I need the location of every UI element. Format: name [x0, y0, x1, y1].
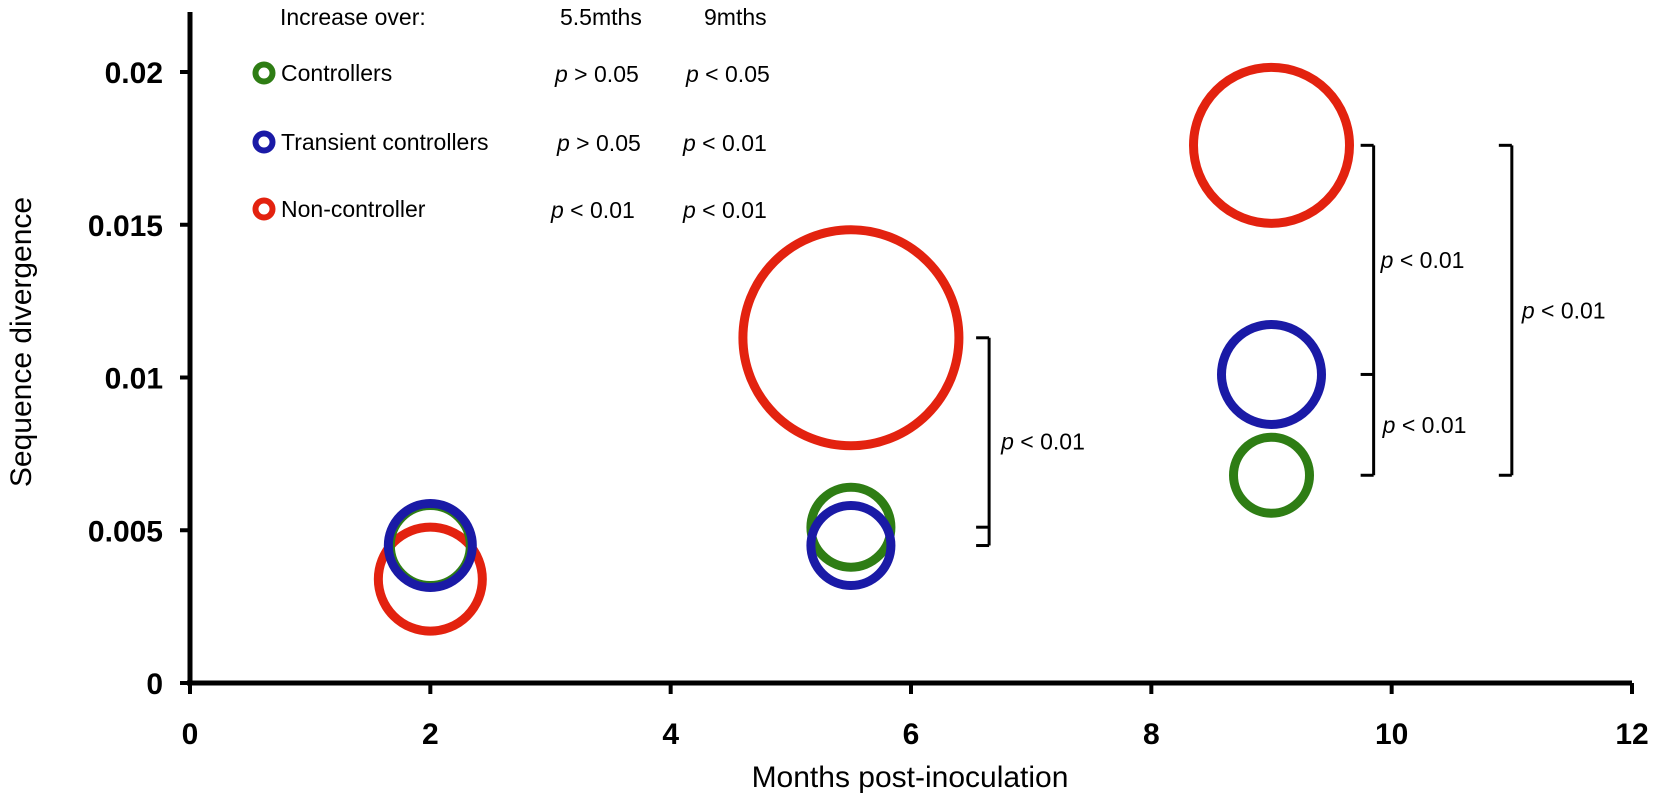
legend: Increase over: 5.5mths 9mths Controllers… — [252, 4, 770, 223]
legend-pvalue-5-5mths: p < 0.01 — [550, 197, 635, 223]
data-point-transient-controllers — [1217, 319, 1326, 429]
y-tick-label: 0.02 — [105, 57, 163, 90]
legend-col-header-5-5mths: 5.5mths — [560, 4, 642, 30]
data-point-non-controller — [738, 225, 964, 451]
legend-label-controllers: Controllers — [281, 60, 392, 86]
significance-label: p < 0.01 — [1380, 247, 1465, 273]
data-point-non-controller — [373, 522, 487, 636]
y-tick-label: 0 — [146, 668, 163, 701]
data-marks — [373, 62, 1354, 636]
legend-marker-non-controller — [252, 197, 276, 221]
legend-pvalue-9mths: p < 0.01 — [682, 130, 767, 156]
legend-pvalue-9mths: p < 0.05 — [685, 61, 770, 87]
y-tick-label: 0.015 — [88, 210, 163, 243]
x-ticks: 0 2 4 6 8 10 12 — [182, 683, 1649, 751]
x-tick-label: 6 — [903, 718, 920, 751]
data-point-transient-controllers — [806, 501, 896, 591]
x-tick-label: 8 — [1143, 718, 1160, 751]
significance-label: p < 0.01 — [1521, 297, 1606, 323]
y-axis-title: Sequence divergence — [5, 197, 38, 487]
data-point-transient-controllers — [383, 499, 477, 593]
x-tick-label: 12 — [1615, 718, 1648, 751]
legend-header: Increase over: — [280, 4, 426, 30]
legend-col-header-9mths: 9mths — [704, 4, 767, 30]
legend-pvalue-9mths: p < 0.01 — [682, 197, 767, 223]
significance-label: p < 0.01 — [1382, 412, 1467, 438]
legend-pvalue-5-5mths: p > 0.05 — [556, 130, 641, 156]
data-point-controllers — [806, 482, 896, 572]
legend-marker-controllers — [252, 61, 276, 85]
data-point-non-controller — [1189, 62, 1354, 228]
legend-label-transient-controllers: Transient controllers — [281, 129, 489, 155]
significance-label: p < 0.01 — [1000, 429, 1085, 455]
significance-brackets: p < 0.01 p < 0.01 p < 0.01 p < 0.01 — [976, 143, 1606, 548]
data-point-controllers — [1229, 432, 1314, 518]
legend-marker-transient-controllers — [252, 130, 276, 154]
y-tick-label: 0.01 — [105, 363, 163, 396]
y-ticks: 0 0.005 0.01 0.015 0.02 — [88, 57, 190, 701]
y-tick-label: 0.005 — [88, 515, 163, 548]
x-tick-label: 2 — [422, 718, 439, 751]
x-tick-label: 0 — [182, 718, 199, 751]
x-tick-label: 4 — [662, 718, 679, 751]
x-axis-title: Months post-inoculation — [752, 761, 1069, 794]
legend-label-non-controller: Non-controller — [281, 196, 426, 222]
legend-pvalue-5-5mths: p > 0.05 — [554, 61, 639, 87]
x-tick-label: 10 — [1375, 718, 1408, 751]
